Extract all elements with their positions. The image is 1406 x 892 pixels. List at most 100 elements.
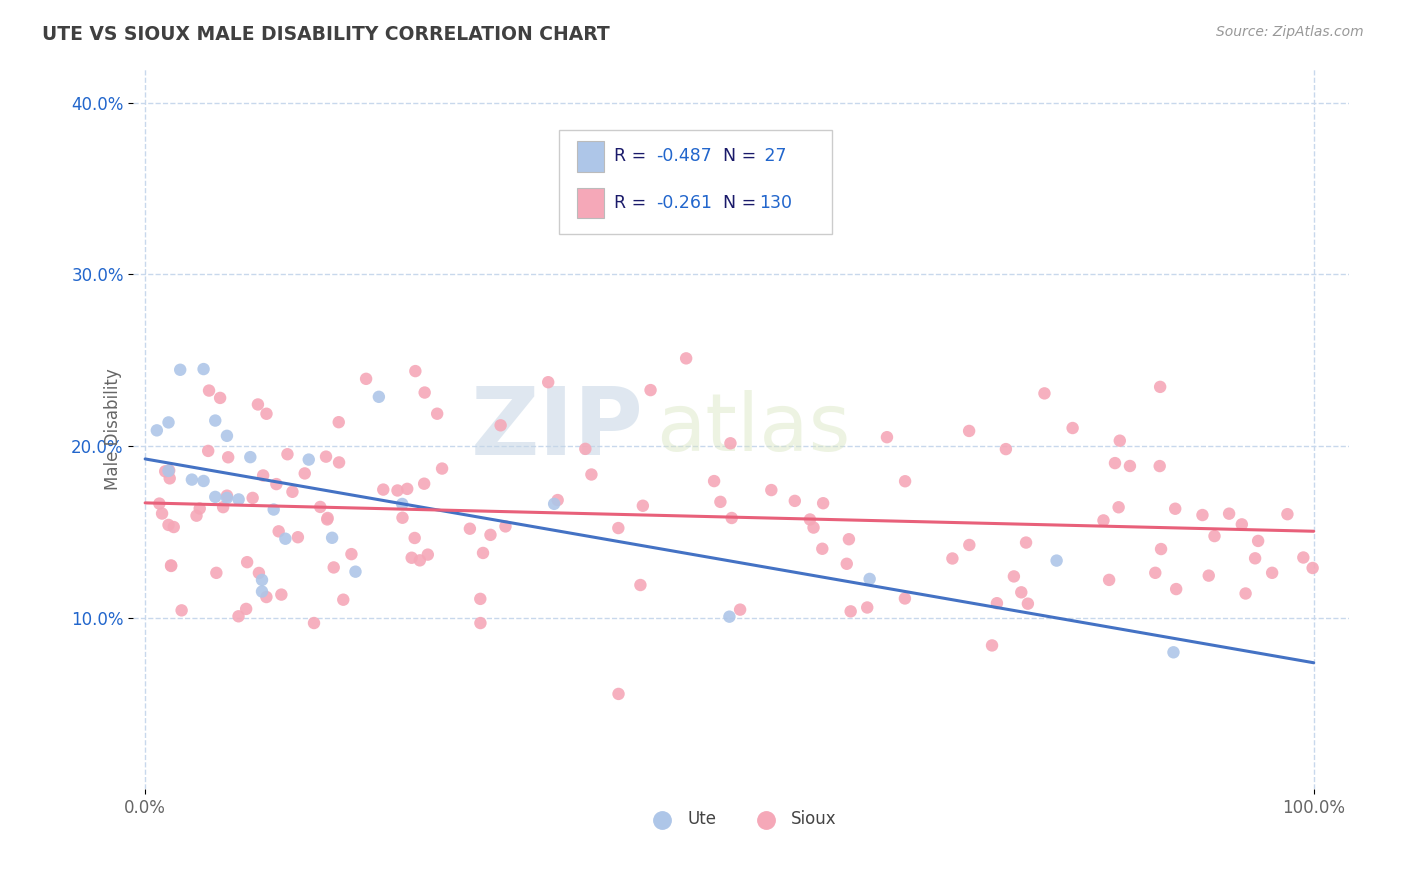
Point: [709, 495, 731, 509]
Point: [811, 496, 834, 510]
Text: N =: N =: [723, 194, 756, 212]
Point: [957, 424, 980, 438]
Point: [256, 407, 278, 421]
Point: [458, 522, 481, 536]
Point: [894, 591, 917, 606]
Point: [1198, 568, 1220, 582]
Text: UTE VS SIOUX MALE DISABILITY CORRELATION CHART: UTE VS SIOUX MALE DISABILITY CORRELATION…: [42, 25, 610, 44]
Text: atlas: atlas: [657, 390, 851, 468]
Point: [298, 452, 321, 467]
Point: [957, 538, 980, 552]
Point: [631, 499, 654, 513]
Point: [1119, 458, 1142, 473]
Point: [470, 615, 492, 630]
Text: -0.487: -0.487: [657, 147, 711, 165]
Point: [263, 502, 285, 516]
Point: [367, 390, 389, 404]
Point: [160, 558, 183, 573]
Point: [856, 600, 879, 615]
Point: [157, 517, 180, 532]
Point: [607, 687, 630, 701]
Point: [413, 476, 436, 491]
Point: [803, 520, 825, 534]
Point: [1247, 533, 1270, 548]
Point: [1108, 500, 1130, 515]
Point: [148, 497, 170, 511]
Point: [242, 491, 264, 505]
Point: [547, 493, 569, 508]
Point: [1033, 386, 1056, 401]
Point: [894, 475, 917, 489]
Point: [1244, 551, 1267, 566]
Point: [267, 524, 290, 539]
Text: R =: R =: [613, 147, 645, 165]
Point: [159, 471, 181, 485]
Point: [274, 532, 297, 546]
Point: [1144, 566, 1167, 580]
Point: [1230, 517, 1253, 532]
Point: [409, 553, 432, 567]
Point: [302, 615, 325, 630]
Point: [430, 461, 453, 475]
Point: [373, 483, 395, 497]
Text: 130: 130: [759, 194, 793, 212]
Point: [354, 372, 377, 386]
Point: [1104, 456, 1126, 470]
Point: [761, 483, 783, 497]
Point: [315, 450, 337, 464]
Point: [170, 603, 193, 617]
Point: [186, 508, 208, 523]
Point: [309, 500, 332, 514]
Point: [1204, 529, 1226, 543]
Point: [198, 384, 221, 398]
Point: [416, 548, 439, 562]
Point: [205, 566, 228, 580]
Point: [193, 362, 215, 376]
Point: [1292, 550, 1315, 565]
Point: [160, 558, 183, 573]
Point: [340, 547, 363, 561]
Point: [157, 463, 180, 477]
Point: [322, 560, 344, 574]
Point: [250, 573, 273, 587]
Point: [799, 512, 821, 526]
Point: [328, 455, 350, 469]
Point: [252, 468, 274, 483]
Point: [228, 609, 250, 624]
FancyBboxPatch shape: [576, 188, 603, 219]
Point: [640, 383, 662, 397]
Text: -0.261: -0.261: [657, 194, 711, 212]
Point: [281, 484, 304, 499]
Point: [1277, 507, 1299, 521]
Point: [321, 531, 343, 545]
Point: [1010, 585, 1032, 599]
Point: [287, 530, 309, 544]
Point: [239, 450, 262, 464]
Point: [941, 551, 963, 566]
Point: [215, 491, 238, 505]
Point: [835, 557, 858, 571]
Text: ZIP: ZIP: [471, 383, 644, 475]
Point: [193, 474, 215, 488]
Point: [215, 429, 238, 443]
Point: [266, 477, 288, 491]
Point: [247, 566, 270, 580]
Point: [811, 541, 834, 556]
Point: [1163, 645, 1185, 659]
Point: [537, 375, 560, 389]
Point: [146, 423, 169, 437]
Point: [204, 413, 226, 427]
Point: [228, 492, 250, 507]
Point: [153, 464, 176, 478]
Point: [839, 604, 862, 618]
Text: 27: 27: [759, 147, 787, 165]
Point: [728, 602, 751, 616]
Point: [316, 512, 339, 526]
Point: [543, 497, 565, 511]
Point: [236, 555, 259, 569]
Point: [1002, 569, 1025, 583]
Legend: Ute, Sioux: Ute, Sioux: [638, 804, 844, 835]
Point: [157, 416, 180, 430]
Point: [581, 467, 603, 482]
Point: [1092, 513, 1115, 527]
